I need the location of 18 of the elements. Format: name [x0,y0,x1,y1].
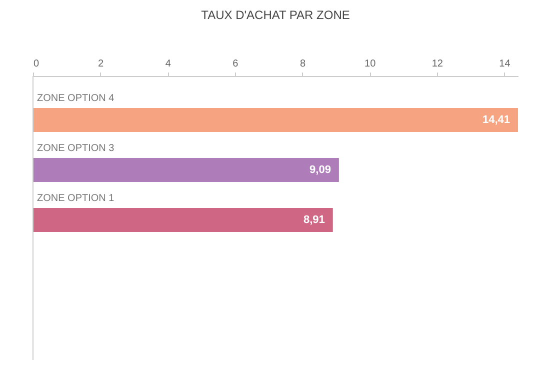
data-label: 9,09 [310,164,331,176]
x-tick-label: 4 [165,58,172,70]
chart-title: TAUX D'ACHAT PAR ZONE [201,8,350,22]
data-label: 14,41 [482,114,510,126]
x-tick-label: 14 [499,58,511,70]
x-tick-label: 8 [300,58,306,70]
y-tick-label: ZONE OPTION 1 [37,193,115,204]
x-tick-label: 12 [432,58,444,70]
x-tick-label: 0 [34,58,40,70]
y-tick-label: ZONE OPTION 3 [37,143,115,154]
bar [33,208,333,232]
x-tick-label: 6 [232,58,239,70]
y-tick-label: ZONE OPTION 4 [37,93,115,104]
x-tick-label: 10 [364,58,376,70]
bar [33,158,339,182]
x-tick-label: 2 [98,58,104,70]
data-label: 8,91 [303,214,325,226]
bar [33,108,518,132]
